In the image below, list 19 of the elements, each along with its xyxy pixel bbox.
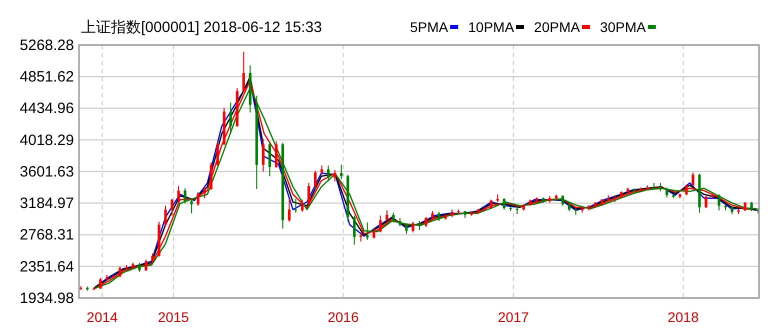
x-tick-label: 2018 (668, 309, 699, 325)
x-tick-label: 2016 (328, 309, 359, 325)
y-tick-label: 5268.28 (20, 37, 74, 54)
legend-label: 30PMA (600, 19, 647, 35)
legend-label: 20PMA (534, 19, 581, 35)
chart-title: 上证指数[000001] 2018-06-12 15:33 (81, 19, 322, 36)
y-tick-label: 4018.29 (20, 132, 74, 149)
y-tick-label: 4434.96 (20, 100, 74, 118)
y-tick-label: 4851.62 (20, 68, 74, 86)
x-tick-label: 2017 (498, 309, 530, 325)
y-tick-label: 2768.31 (20, 226, 74, 244)
y-tick-label: 2351.64 (20, 258, 74, 276)
y-tick-label: 3184.97 (20, 195, 74, 212)
y-tick-label: 3601.63 (20, 164, 74, 180)
legend-label: 5PMA (410, 19, 449, 35)
y-tick-label: 1934.98 (20, 290, 74, 307)
legend-label: 10PMA (468, 19, 515, 35)
x-tick-label: 2014 (86, 309, 118, 325)
x-tick-label: 2015 (158, 309, 190, 325)
